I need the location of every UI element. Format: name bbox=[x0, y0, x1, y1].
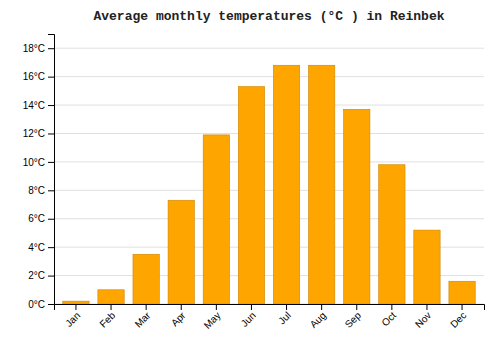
x-tick-label: Aug bbox=[308, 310, 328, 330]
title: Average monthly temperatures (°C ) in Re… bbox=[93, 9, 444, 24]
x-tick-label: Jun bbox=[239, 310, 258, 329]
x-tick-mark bbox=[356, 304, 357, 310]
y-tick-label: 0°C bbox=[28, 299, 45, 310]
y-tick-mark bbox=[48, 48, 54, 49]
grid bbox=[54, 48, 484, 304]
y-tick-label: 4°C bbox=[28, 242, 45, 253]
x-axis: Jan Feb Mar Apr May Jun Jul Aug Sep Oct Nov Dec bbox=[55, 304, 485, 331]
y-tick-mark bbox=[48, 247, 54, 248]
y-tick-label: 14°C bbox=[23, 100, 45, 111]
y-tick: 12°C bbox=[23, 128, 54, 139]
grid-line bbox=[54, 190, 484, 191]
y-tick: 14°C bbox=[23, 100, 54, 111]
x-tick-mark bbox=[462, 304, 463, 310]
x-tick: May bbox=[202, 304, 223, 331]
x-tick: Apr bbox=[169, 304, 188, 328]
x-tick-mark bbox=[321, 304, 322, 310]
y-tick: 0°C bbox=[28, 299, 54, 310]
y-tick-mark bbox=[48, 190, 54, 191]
x-tick-mark bbox=[391, 304, 392, 310]
bar bbox=[273, 65, 299, 304]
plot: 0°C 2°C 4°C 6°C 8°C 10°C 12°C 14°C 16°C 18°C Jan Fe… bbox=[23, 35, 485, 331]
x-tick-mark bbox=[286, 304, 287, 310]
x-tick: Aug bbox=[308, 304, 328, 330]
grid-line bbox=[54, 105, 484, 106]
bar bbox=[449, 281, 475, 304]
y-tick-mark bbox=[48, 105, 54, 106]
grid-line bbox=[54, 76, 484, 77]
y-tick-label: 10°C bbox=[23, 157, 45, 168]
x-tick-label: Nov bbox=[413, 310, 433, 330]
x-tick-mark bbox=[146, 304, 147, 310]
x-tick-mark bbox=[75, 304, 76, 310]
bar bbox=[98, 290, 124, 304]
bars bbox=[63, 65, 475, 304]
bar bbox=[203, 135, 229, 304]
y-tick-label: 12°C bbox=[23, 128, 45, 139]
y-tick-mark bbox=[48, 304, 54, 305]
x-tick-label: Jan bbox=[63, 310, 82, 329]
bar bbox=[238, 87, 264, 304]
x-tick-mark bbox=[181, 304, 182, 310]
bar bbox=[344, 109, 370, 304]
x-tick-label: Jul bbox=[276, 310, 293, 327]
x-tick: Dec bbox=[448, 304, 468, 330]
x-tick-label: Mar bbox=[133, 309, 153, 329]
x-tick-label: Feb bbox=[97, 309, 117, 329]
bar bbox=[308, 65, 334, 304]
y-tick: 2°C bbox=[28, 270, 54, 281]
y-tick: 18°C bbox=[23, 43, 54, 54]
y-tick: 10°C bbox=[23, 157, 54, 168]
grid-line bbox=[54, 218, 484, 219]
x-tick-label: Oct bbox=[379, 310, 398, 329]
x-tick: Jan bbox=[63, 304, 82, 329]
x-tick-label: Dec bbox=[448, 310, 468, 330]
bar bbox=[63, 301, 89, 304]
grid-line bbox=[54, 161, 484, 162]
y-tick: 6°C bbox=[28, 213, 54, 224]
bar bbox=[414, 230, 440, 304]
y-tick: 16°C bbox=[23, 71, 54, 82]
y-tick-label: 6°C bbox=[28, 213, 45, 224]
y-tick-mark bbox=[48, 276, 54, 277]
x-tick: Oct bbox=[379, 304, 398, 328]
x-tick-mark bbox=[251, 304, 252, 310]
x-tick-mark bbox=[216, 304, 217, 310]
x-tick-label: May bbox=[202, 310, 223, 331]
y-tick-label: 2°C bbox=[28, 270, 45, 281]
y-tick-mark bbox=[48, 219, 54, 220]
bar bbox=[133, 254, 159, 304]
bar bbox=[168, 200, 194, 304]
x-tick: Jun bbox=[239, 304, 258, 329]
y-tick-label: 8°C bbox=[28, 185, 45, 196]
x-tick: Sep bbox=[343, 304, 364, 330]
y-tick-mark bbox=[48, 162, 54, 163]
x-tick: Jul bbox=[276, 304, 293, 326]
x-tick: Feb bbox=[97, 304, 117, 330]
grid-line bbox=[54, 133, 484, 134]
y-tick-label: 16°C bbox=[23, 71, 45, 82]
x-tick: Mar bbox=[133, 304, 153, 330]
y-tick-label: 18°C bbox=[23, 43, 45, 54]
y-axis: 0°C 2°C 4°C 6°C 8°C 10°C 12°C 14°C 16°C 18°C bbox=[23, 35, 55, 310]
x-axis-line bbox=[55, 305, 485, 311]
y-tick-mark bbox=[48, 133, 54, 134]
y-tick: 4°C bbox=[28, 242, 54, 253]
x-tick: Nov bbox=[413, 304, 433, 330]
y-axis-line bbox=[48, 35, 55, 305]
chart: 0°C 2°C 4°C 6°C 8°C 10°C 12°C 14°C 16°C 18°C Jan Fe… bbox=[0, 0, 500, 350]
x-tick-mark bbox=[426, 304, 427, 310]
x-tick-label: Sep bbox=[343, 309, 364, 330]
grid-line bbox=[54, 48, 484, 49]
x-tick-label: Apr bbox=[169, 309, 188, 328]
y-tick: 8°C bbox=[28, 185, 54, 196]
bar bbox=[379, 165, 405, 304]
y-tick-mark bbox=[48, 77, 54, 78]
x-tick-mark bbox=[111, 304, 112, 310]
